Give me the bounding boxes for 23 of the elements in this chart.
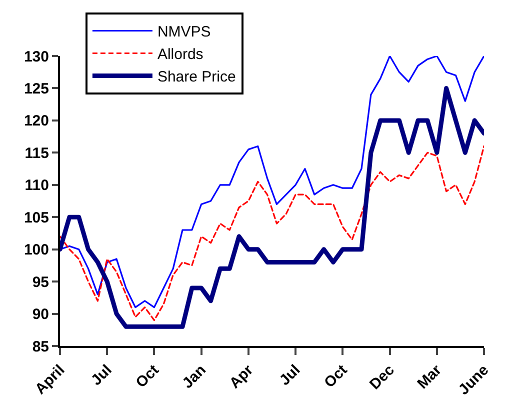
x-tick-label: Oct: [132, 362, 162, 392]
y-tick-label: 85: [32, 338, 49, 356]
x-tick-label: Apr: [226, 362, 257, 392]
line-series: [60, 145, 484, 322]
y-tick-label: 110: [24, 177, 49, 194]
y-tick-label: 105: [24, 209, 49, 226]
x-tick-label: Jul: [88, 362, 116, 389]
legend-label: Share Price: [157, 68, 236, 86]
x-tick-label: Mar: [414, 362, 446, 393]
x-tick-label: Jul: [276, 362, 304, 389]
y-tick-label: 130: [24, 48, 49, 66]
y-tick-label: 120: [24, 112, 49, 130]
y-tick-label: 95: [32, 274, 49, 291]
legend-label: NMVPS: [157, 24, 211, 41]
y-tick-label: 115: [24, 144, 49, 162]
x-tick-label: Oct: [321, 362, 351, 392]
y-tick-label: 125: [24, 80, 49, 98]
x-tick-label: Jan: [179, 362, 210, 392]
line-series: [60, 86, 484, 329]
y-tick-label: 90: [32, 306, 49, 324]
x-tick-label: Dec: [366, 362, 398, 394]
legend-label: Allords: [157, 46, 204, 64]
y-tick-label: 100: [24, 242, 49, 259]
